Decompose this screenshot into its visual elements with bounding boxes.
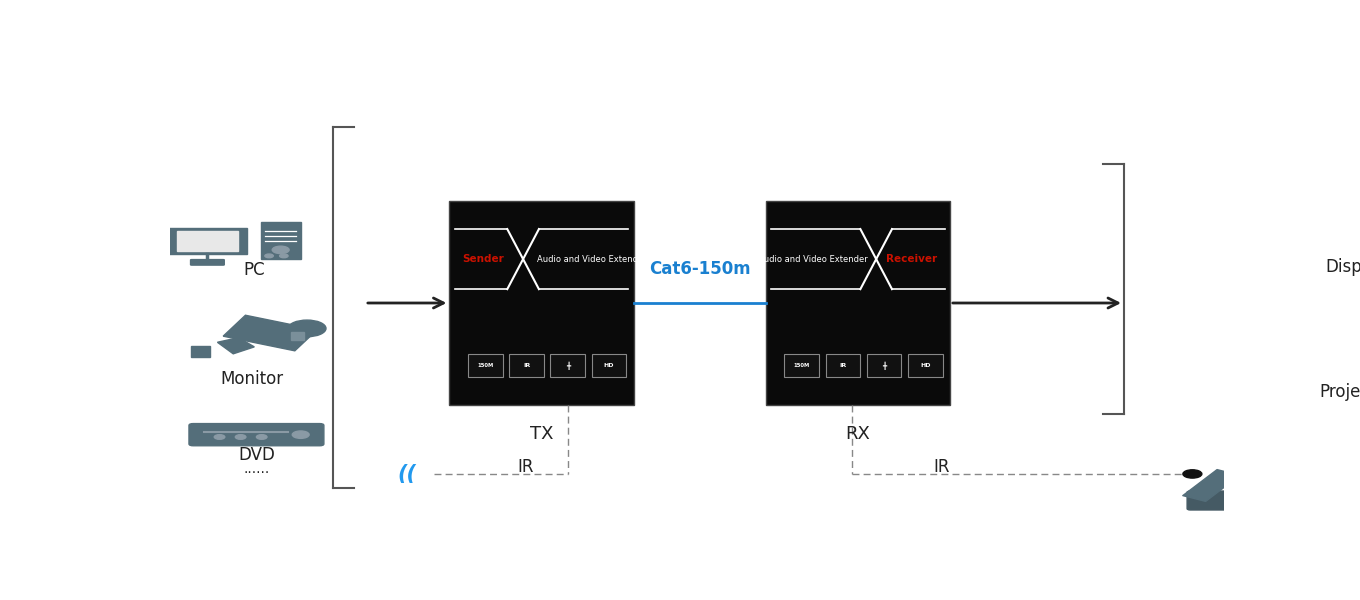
FancyBboxPatch shape (1310, 238, 1360, 244)
FancyBboxPatch shape (167, 227, 248, 254)
Text: IR: IR (524, 363, 530, 368)
Circle shape (215, 434, 224, 439)
FancyBboxPatch shape (866, 354, 902, 377)
Text: Audio and Video Extender: Audio and Video Extender (758, 254, 868, 263)
Circle shape (1315, 361, 1323, 365)
FancyBboxPatch shape (468, 354, 503, 377)
Text: HD: HD (919, 363, 930, 368)
Circle shape (1329, 361, 1337, 365)
Circle shape (272, 246, 290, 254)
Text: Sender: Sender (462, 254, 503, 264)
Text: IR: IR (517, 458, 534, 476)
FancyBboxPatch shape (766, 202, 949, 404)
FancyBboxPatch shape (291, 332, 303, 340)
Text: Receiver: Receiver (887, 254, 937, 264)
FancyBboxPatch shape (1187, 491, 1236, 510)
FancyBboxPatch shape (826, 354, 861, 377)
FancyBboxPatch shape (1300, 344, 1360, 368)
FancyBboxPatch shape (1329, 249, 1360, 254)
FancyBboxPatch shape (177, 232, 238, 251)
Text: Audio and Video Extender: Audio and Video Extender (537, 254, 646, 263)
FancyBboxPatch shape (1310, 208, 1360, 238)
Circle shape (288, 320, 326, 337)
FancyBboxPatch shape (908, 354, 942, 377)
Text: IR: IR (934, 458, 951, 476)
Circle shape (265, 254, 273, 258)
Text: DVD: DVD (238, 446, 275, 464)
FancyBboxPatch shape (190, 260, 224, 265)
Text: Cat6-150m: Cat6-150m (649, 260, 751, 278)
FancyBboxPatch shape (1315, 211, 1360, 236)
Circle shape (1341, 361, 1349, 365)
FancyBboxPatch shape (449, 202, 634, 404)
Text: 150M: 150M (477, 363, 494, 368)
Text: Projector: Projector (1319, 383, 1360, 401)
FancyBboxPatch shape (190, 346, 209, 357)
FancyBboxPatch shape (510, 354, 544, 377)
FancyBboxPatch shape (189, 424, 324, 446)
Text: RX: RX (846, 425, 870, 443)
FancyBboxPatch shape (1316, 367, 1333, 372)
Text: ((: (( (397, 464, 416, 484)
Polygon shape (1183, 470, 1240, 502)
Text: ╋: ╋ (566, 361, 570, 370)
Text: PC: PC (243, 262, 265, 280)
Polygon shape (223, 315, 317, 351)
Circle shape (235, 434, 246, 439)
FancyBboxPatch shape (592, 354, 627, 377)
Text: ......: ...... (243, 463, 269, 476)
FancyBboxPatch shape (261, 222, 301, 259)
Text: IR: IR (839, 363, 847, 368)
FancyBboxPatch shape (785, 354, 819, 377)
Polygon shape (218, 338, 254, 354)
Text: ╋: ╋ (881, 361, 887, 370)
Circle shape (292, 431, 309, 439)
Text: 150M: 150M (794, 363, 811, 368)
Text: Display: Display (1326, 258, 1360, 276)
Circle shape (257, 434, 267, 439)
FancyBboxPatch shape (551, 354, 585, 377)
Circle shape (1183, 470, 1202, 478)
Text: Monitor: Monitor (220, 370, 284, 388)
Text: TX: TX (530, 425, 554, 443)
Text: HD: HD (604, 363, 615, 368)
Circle shape (280, 254, 288, 258)
